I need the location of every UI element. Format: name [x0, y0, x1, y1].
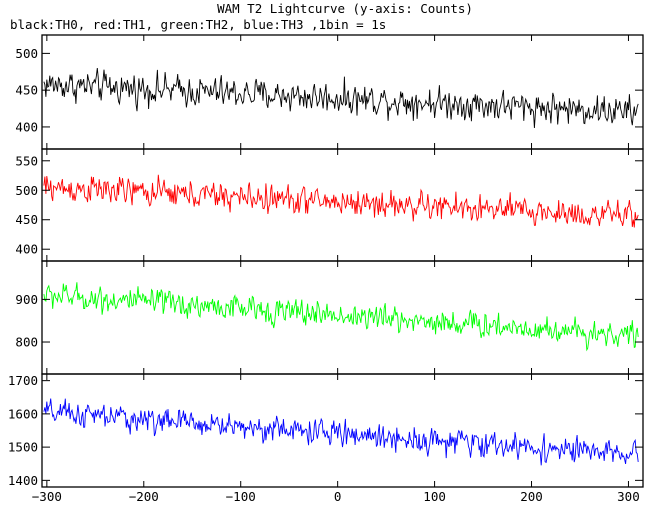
y-tick-label: 1600	[8, 406, 38, 421]
panel-th3: 1400 1500 1600 1700	[8, 373, 644, 488]
y-tick-label: 550	[15, 153, 38, 168]
x-tick-label: 200	[520, 489, 543, 504]
chart-title: WAM T2 Lightcurve (y-axis: Counts)	[217, 1, 473, 16]
y-tick-label: 500	[15, 183, 38, 198]
x-tick-label: 0	[334, 489, 342, 504]
x-tick-label: −300	[32, 489, 62, 504]
x-tick-label: 300	[617, 489, 640, 504]
y-tick-label: 400	[15, 119, 38, 134]
y-tick-label: 500	[15, 46, 38, 61]
y-tick-label: 1500	[8, 440, 38, 455]
series-line-th2	[43, 282, 639, 352]
panel-frame	[41, 373, 644, 488]
chart-subtitle: black:TH0, red:TH1, green:TH2, blue:TH3 …	[10, 17, 386, 32]
series-line-th0	[43, 68, 639, 129]
series-line-th3	[43, 398, 639, 466]
y-tick-label: 1700	[8, 373, 38, 388]
panel-th0: 400 450 500	[15, 34, 644, 150]
panels-group: 4004505004004505005508009001400150016001…	[8, 34, 644, 488]
y-tick-label: 400	[15, 242, 38, 257]
series-line-th1	[43, 174, 639, 228]
x-tick-label: 100	[423, 489, 446, 504]
x-tick-label: −100	[226, 489, 256, 504]
y-tick-label: 900	[15, 292, 38, 307]
y-tick-label: 1400	[8, 473, 38, 488]
panel-th1: 400 450 500 550	[15, 148, 644, 262]
x-axis: −300 −200 −100 0 100 200 300	[32, 489, 640, 504]
panel-th2: 800 900	[15, 260, 644, 375]
y-tick-label: 450	[15, 212, 38, 227]
y-tick-label: 800	[15, 335, 38, 350]
x-tick-label: −200	[129, 489, 159, 504]
y-tick-label: 450	[15, 83, 38, 98]
